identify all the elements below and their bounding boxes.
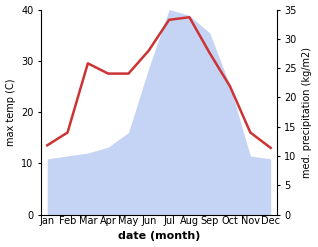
- Y-axis label: med. precipitation (kg/m2): med. precipitation (kg/m2): [302, 46, 313, 178]
- Y-axis label: max temp (C): max temp (C): [5, 78, 16, 146]
- X-axis label: date (month): date (month): [118, 231, 200, 242]
